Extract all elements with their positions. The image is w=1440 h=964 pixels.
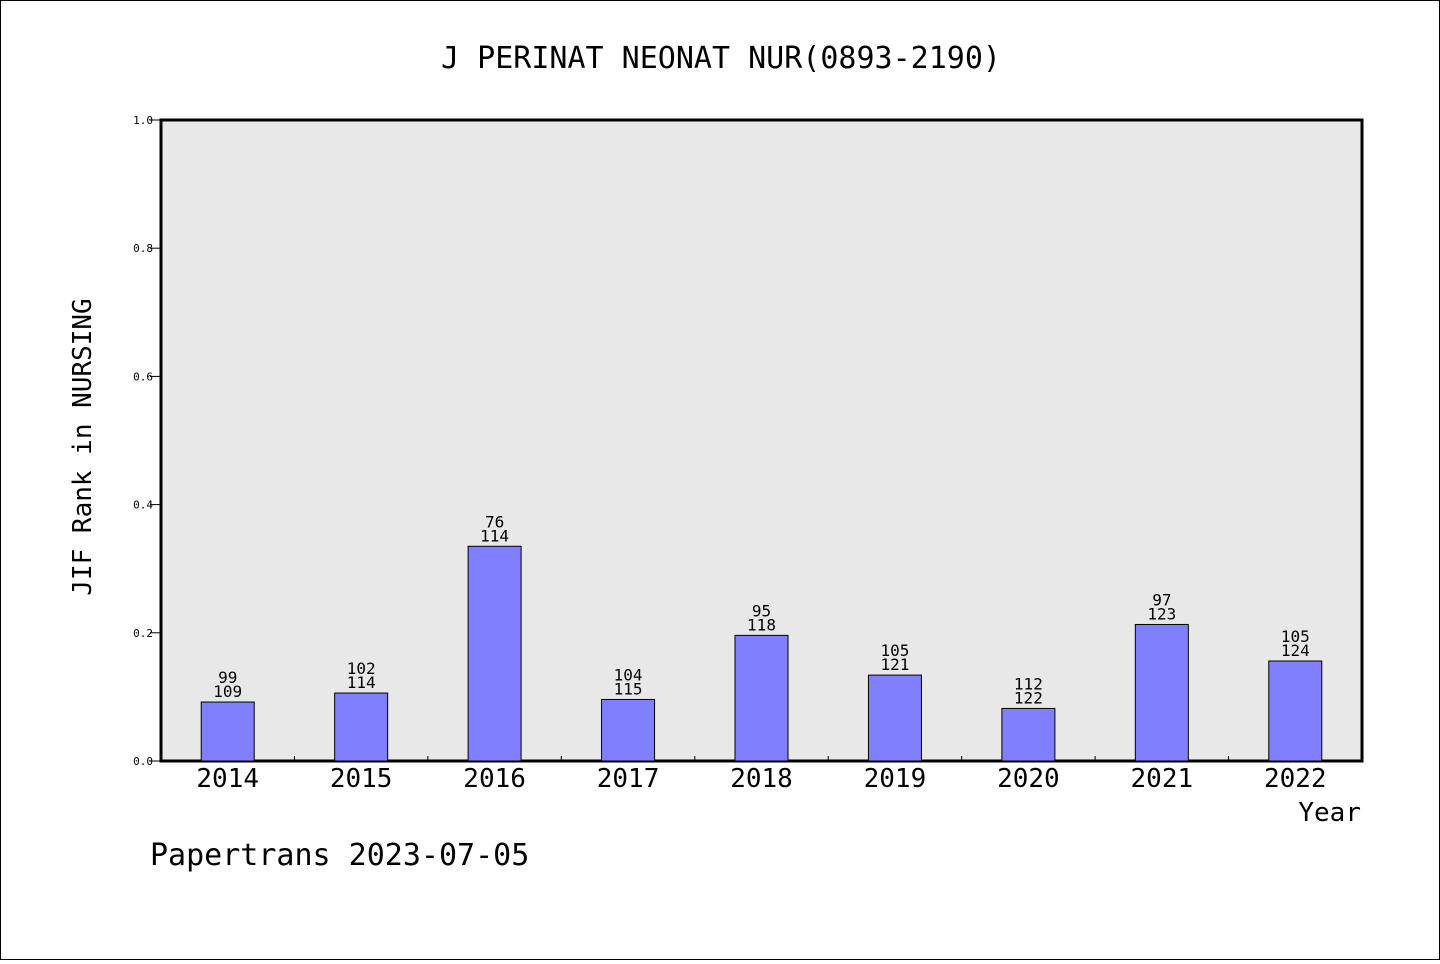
footer-text: Papertrans 2023-07-05 bbox=[150, 838, 529, 873]
y-tick-label: 0.0 bbox=[133, 755, 153, 768]
x-tick-label: 2020 bbox=[997, 764, 1060, 794]
bar-total-label: 114 bbox=[347, 673, 376, 692]
x-tick-label: 2016 bbox=[463, 764, 526, 794]
bar-total-label: 114 bbox=[480, 526, 509, 545]
bar-rank-label: 105 bbox=[880, 641, 909, 660]
bar bbox=[1268, 660, 1323, 762]
x-axis-label: Year bbox=[1298, 798, 1361, 828]
y-tick-label: 0.2 bbox=[133, 627, 153, 640]
bar-rank-label: 99 bbox=[218, 668, 237, 687]
bar-labels-group: 9910910211476114104115951181051211121229… bbox=[213, 512, 1309, 707]
bar bbox=[867, 674, 922, 762]
x-axis: 2014 2015 2016 2017 2018 2019 2020 2021 2022 bbox=[196, 756, 1327, 794]
bar bbox=[1134, 623, 1189, 762]
bar bbox=[1001, 707, 1056, 762]
x-tick-label: 2018 bbox=[730, 764, 793, 794]
chart-title: J PERINAT NEONAT NUR(0893-2190) bbox=[441, 41, 1001, 76]
y-tick-label: 0.8 bbox=[133, 242, 153, 255]
x-tick-label: 2015 bbox=[330, 764, 393, 794]
bar bbox=[334, 692, 389, 762]
x-tick-label: 2014 bbox=[196, 764, 259, 794]
bar-rank-label: 97 bbox=[1152, 590, 1171, 609]
bar-rank-label: 112 bbox=[1014, 674, 1043, 693]
bar-rank-label: 95 bbox=[752, 601, 771, 620]
bar-total-label: 121 bbox=[880, 655, 909, 674]
bar bbox=[467, 545, 522, 762]
y-tick-label: 1.0 bbox=[133, 114, 153, 127]
bar bbox=[601, 698, 656, 762]
bar-rank-label: 105 bbox=[1281, 627, 1310, 646]
y-axis-label: JIF Rank in NURSING bbox=[68, 298, 98, 595]
bar-total-label: 123 bbox=[1147, 604, 1176, 623]
y-tick-label: 0.4 bbox=[133, 499, 153, 512]
x-tick-label: 2022 bbox=[1264, 764, 1327, 794]
x-tick-label: 2021 bbox=[1131, 764, 1194, 794]
bar-total-label: 109 bbox=[213, 682, 242, 701]
bar-total-label: 124 bbox=[1281, 641, 1310, 660]
bar-total-label: 118 bbox=[747, 615, 776, 634]
x-tick-label: 2017 bbox=[597, 764, 660, 794]
x-tick-label: 2019 bbox=[864, 764, 927, 794]
bar-total-label: 122 bbox=[1014, 688, 1043, 707]
bars-group bbox=[200, 545, 1323, 762]
bar-total-label: 115 bbox=[614, 679, 643, 698]
bar-rank-label: 102 bbox=[347, 659, 376, 678]
bar bbox=[200, 701, 255, 762]
y-axis: 0.0 0.2 0.4 0.6 0.8 1.0 bbox=[133, 114, 161, 768]
bar bbox=[734, 634, 789, 762]
bar-rank-label: 104 bbox=[614, 665, 643, 684]
bar-rank-label: 76 bbox=[485, 512, 504, 531]
y-tick-label: 0.6 bbox=[133, 370, 153, 383]
